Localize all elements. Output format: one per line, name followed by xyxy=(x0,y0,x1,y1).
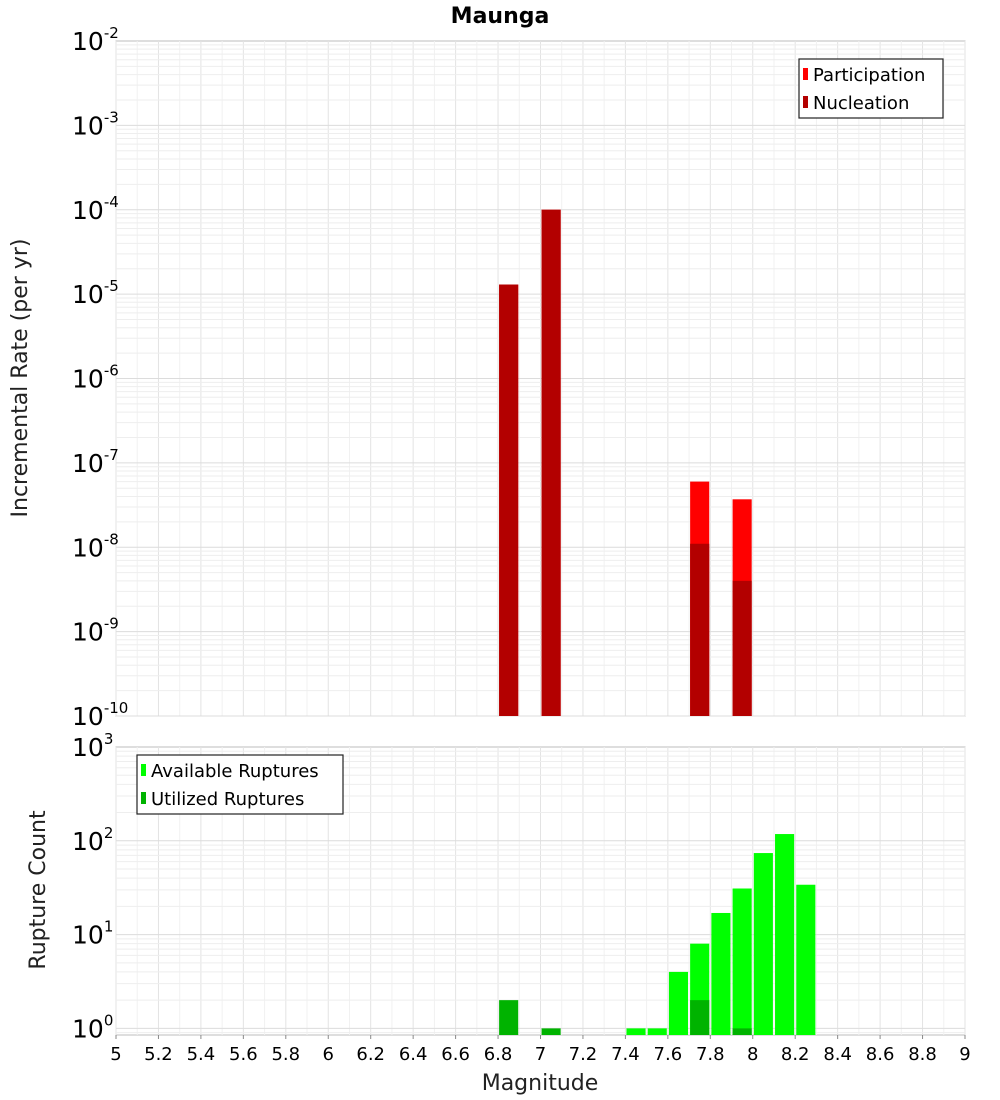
count-bar-available-ruptures xyxy=(711,912,731,1035)
rate-panel: 10-2 10-3 10-4 10-5 10-6 10-7 10-8 10-9 10-10 In… xyxy=(8,24,966,731)
legend-entry: Utilized Ruptures xyxy=(151,789,304,810)
legend-entry: Available Ruptures xyxy=(151,761,319,782)
rate-gridlines xyxy=(115,41,966,717)
count-bar-utilized-ruptures xyxy=(499,1000,519,1035)
legend-box xyxy=(136,754,344,815)
rate-bar-nucleation xyxy=(732,580,752,716)
x-tick-label: 8 xyxy=(747,1044,758,1065)
y-tick-label: 10-2 xyxy=(72,24,119,56)
x-tick-label: 5.2 xyxy=(144,1044,173,1065)
x-tick-label: 6.2 xyxy=(356,1044,385,1065)
x-tick-label: 6.4 xyxy=(399,1044,428,1065)
rate-y-tick-labels: 10-2 10-3 10-4 10-5 10-6 10-7 10-8 10-9 10-10 xyxy=(72,24,128,731)
count-panel: 103 102 101 100 5 5.2 5.4 5.6 5.8 6 6.2 6.4 6.6 6.8 7… xyxy=(26,730,971,1096)
legend-entry: Participation xyxy=(813,65,925,86)
y-tick-label: 10-6 xyxy=(72,362,119,394)
legend-swatch xyxy=(141,764,146,776)
legend-entry: Nucleation xyxy=(813,93,909,114)
rate-bar-nucleation xyxy=(690,543,710,716)
count-bar-available-ruptures xyxy=(647,1028,667,1035)
y-tick-label: 101 xyxy=(72,918,113,950)
x-tick-labels: 5 5.2 5.4 5.6 5.8 6 6.2 6.4 6.6 6.8 7 7.2 7.4 7.6 7.8 8… xyxy=(110,1035,971,1065)
x-tick-label: 5.8 xyxy=(271,1044,300,1065)
x-axis-label: Magnitude xyxy=(482,1071,599,1096)
legend-swatch xyxy=(141,792,146,804)
count-bar-utilized-ruptures xyxy=(541,1028,561,1035)
y-tick-label: 10-7 xyxy=(72,446,119,478)
count-bar-utilized-ruptures xyxy=(732,1028,752,1035)
x-tick-label: 6.8 xyxy=(484,1044,513,1065)
y-tick-label: 10-10 xyxy=(72,699,128,731)
chart-title: Maunga xyxy=(451,4,550,29)
x-tick-label: 7.6 xyxy=(654,1044,683,1065)
y-tick-label: 10-5 xyxy=(72,277,119,309)
rate-bar-nucleation xyxy=(499,284,519,716)
x-tick-label: 5 xyxy=(110,1044,121,1065)
rate-bar-nucleation xyxy=(541,209,561,716)
count-gridlines xyxy=(115,747,966,1035)
x-tick-label: 7.2 xyxy=(569,1044,598,1065)
y-tick-label: 10-3 xyxy=(72,108,119,140)
rate-legend: Participation Nucleation xyxy=(798,58,944,119)
legend-swatch xyxy=(803,68,808,80)
count-bar-available-ruptures xyxy=(753,853,773,1035)
y-tick-label: 102 xyxy=(72,824,113,856)
y-tick-label: 10-8 xyxy=(72,530,119,562)
count-bar-available-ruptures xyxy=(732,888,752,1035)
rate-y-axis-label: Incremental Rate (per yr) xyxy=(8,239,33,518)
legend-swatch xyxy=(803,96,808,108)
count-y-tick-labels: 103 102 101 100 xyxy=(72,730,113,1043)
x-tick-label: 8.6 xyxy=(866,1044,895,1065)
x-tick-label: 7.8 xyxy=(696,1044,725,1065)
count-y-axis-label: Rupture Count xyxy=(26,810,51,970)
x-tick-label: 8.2 xyxy=(781,1044,810,1065)
y-tick-label: 10-9 xyxy=(72,615,119,647)
x-tick-label: 6.6 xyxy=(441,1044,470,1065)
count-bar-utilized-ruptures xyxy=(690,1000,710,1035)
count-bar-available-ruptures xyxy=(626,1028,646,1035)
x-tick-label: 5.6 xyxy=(229,1044,258,1065)
x-tick-label: 8.4 xyxy=(823,1044,852,1065)
legend-box xyxy=(798,58,944,119)
x-tick-label: 7 xyxy=(535,1044,546,1065)
y-tick-label: 103 xyxy=(72,730,113,762)
count-bar-available-ruptures xyxy=(775,834,795,1035)
count-bar-available-ruptures xyxy=(668,971,689,1035)
rate-bars xyxy=(499,209,752,716)
count-bar-available-ruptures xyxy=(796,884,816,1035)
count-bars xyxy=(499,834,816,1035)
count-legend: Available Ruptures Utilized Ruptures xyxy=(136,754,344,815)
x-tick-label: 6 xyxy=(323,1044,334,1065)
x-tick-label: 5.4 xyxy=(187,1044,216,1065)
x-tick-label: 7.4 xyxy=(611,1044,640,1065)
y-tick-label: 100 xyxy=(72,1011,113,1043)
x-tick-label: 9 xyxy=(959,1044,970,1065)
y-tick-label: 10-4 xyxy=(72,193,119,225)
x-tick-label: 8.8 xyxy=(908,1044,937,1065)
